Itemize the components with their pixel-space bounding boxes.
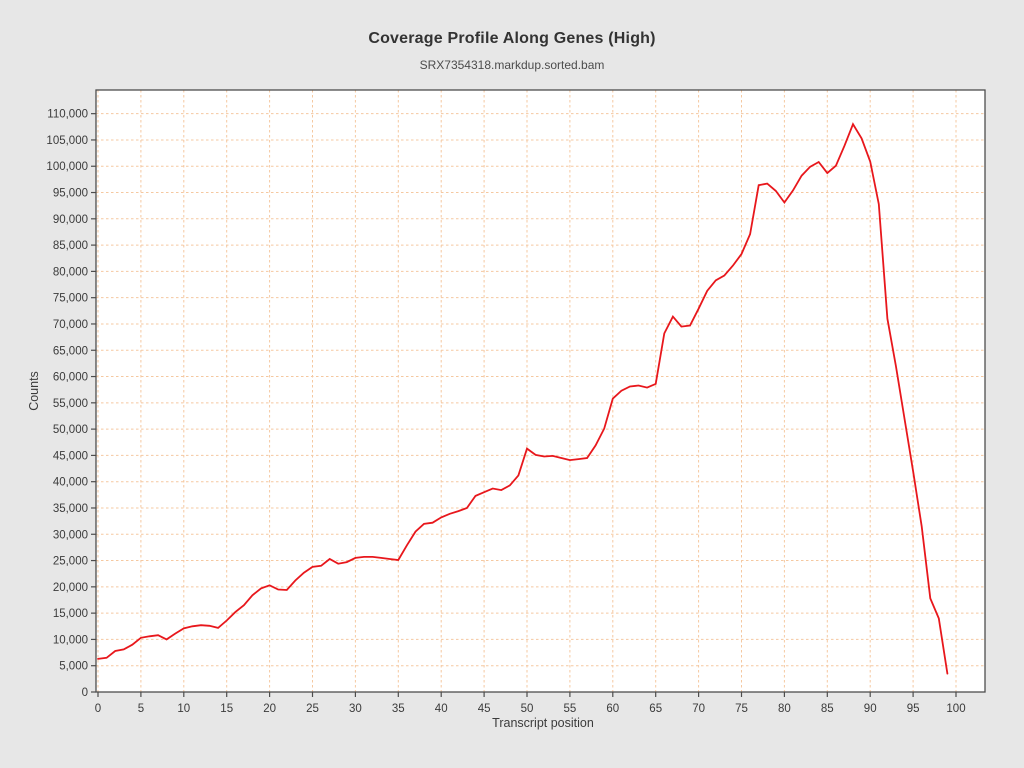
y-tick-label: 50,000 [53, 424, 88, 436]
x-tick-label: 50 [521, 703, 534, 715]
y-tick-label: 40,000 [53, 477, 88, 489]
x-tick-label: 20 [263, 703, 276, 715]
x-tick-label: 5 [138, 703, 144, 715]
y-tick-label: 35,000 [53, 503, 88, 515]
x-tick-label: 30 [349, 703, 362, 715]
y-tick-label: 20,000 [53, 582, 88, 594]
y-tick-label: 0 [82, 687, 88, 699]
x-tick-label: 40 [435, 703, 448, 715]
y-tick-label: 55,000 [53, 398, 88, 410]
x-tick-label: 90 [864, 703, 877, 715]
chart-subtitle: SRX7354318.markdup.sorted.bam [419, 58, 605, 72]
x-tick-label: 100 [946, 703, 965, 715]
x-tick-label: 85 [821, 703, 834, 715]
y-tick-label: 100,000 [46, 161, 88, 173]
plot-border [95, 89, 986, 693]
y-tick-label: 5,000 [59, 661, 88, 673]
x-tick-label: 60 [606, 703, 619, 715]
chart-title: Coverage Profile Along Genes (High) [368, 30, 656, 47]
y-tick-label: 10,000 [53, 634, 88, 646]
y-tick-label: 60,000 [53, 372, 88, 384]
x-tick-label: 0 [95, 703, 101, 715]
y-tick-label: 30,000 [53, 529, 88, 541]
x-tick-label: 35 [392, 703, 405, 715]
y-tick-label: 80,000 [53, 266, 88, 278]
y-tick-label: 65,000 [53, 345, 88, 357]
x-tick-label: 75 [735, 703, 748, 715]
y-tick-label: 15,000 [53, 608, 88, 620]
y-axis-label: Counts [27, 371, 41, 411]
y-tick-label: 75,000 [53, 293, 88, 305]
x-tick-label: 95 [907, 703, 920, 715]
y-tick-label: 70,000 [53, 319, 88, 331]
y-tick-label: 45,000 [53, 450, 88, 462]
x-tick-label: 70 [692, 703, 705, 715]
x-tick-label: 80 [778, 703, 791, 715]
y-tick-label: 95,000 [53, 188, 88, 200]
x-tick-label: 25 [306, 703, 319, 715]
y-tick-label: 25,000 [53, 556, 88, 568]
x-tick-label: 10 [177, 703, 190, 715]
x-tick-label: 55 [564, 703, 577, 715]
x-tick-label: 65 [649, 703, 662, 715]
y-tick-label: 110,000 [47, 109, 88, 121]
plot-background [96, 90, 985, 692]
y-tick-label: 90,000 [53, 214, 88, 226]
series-line [97, 122, 949, 675]
axis-ticks [91, 113, 957, 697]
axis-tick-labels: 0 5 10 15 20 25 30 35 40 45 50 55 60 65 70 75 80 85 90 95 10… [46, 109, 965, 715]
y-tick-label: 105,000 [46, 135, 88, 147]
coverage-line [97, 122, 949, 675]
x-tick-label: 45 [478, 703, 491, 715]
x-axis-label: Transcript position [492, 716, 594, 730]
x-tick-label: 15 [220, 703, 233, 715]
y-tick-label: 85,000 [53, 240, 88, 252]
